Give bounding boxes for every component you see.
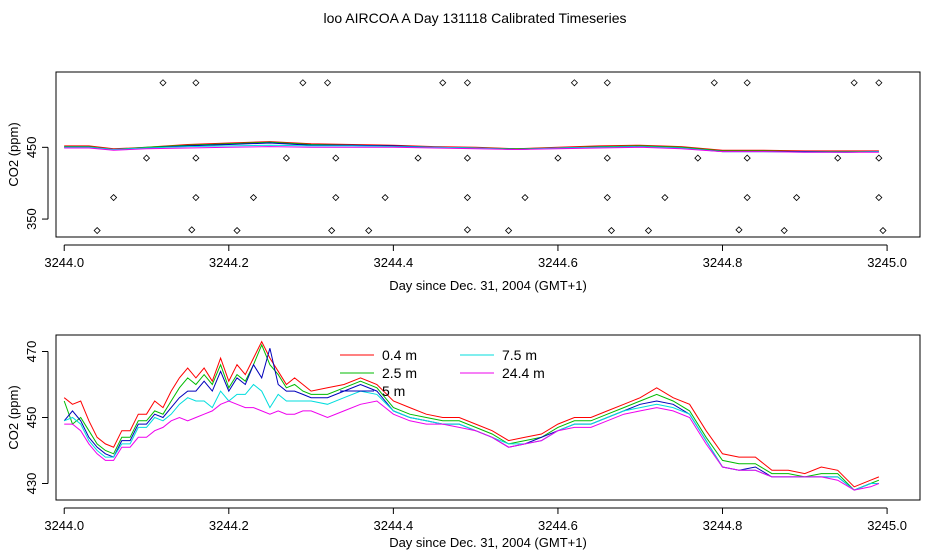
diamond-marker bbox=[414, 154, 422, 162]
y-tick-label: 450 bbox=[24, 407, 39, 429]
diamond-marker bbox=[743, 79, 751, 87]
diamond-marker bbox=[875, 154, 883, 162]
diamond-marker bbox=[743, 193, 751, 202]
y-tick-label: 350 bbox=[24, 208, 39, 230]
plot-frame-2 bbox=[55, 334, 921, 501]
diamond-marker bbox=[332, 193, 340, 202]
diamond-marker bbox=[735, 226, 743, 234]
diamond-marker bbox=[192, 193, 200, 202]
diamond-marker bbox=[110, 193, 118, 202]
y-tick-label: 450 bbox=[24, 136, 39, 158]
diamond-marker bbox=[463, 79, 471, 87]
diamond-marker bbox=[743, 154, 751, 162]
diamond-marker bbox=[603, 79, 611, 87]
diamond-marker bbox=[299, 79, 307, 87]
diamond-marker bbox=[463, 193, 471, 202]
x-tick-label: 3244.4 bbox=[373, 255, 413, 270]
x-tick-label: 3244.6 bbox=[538, 255, 578, 270]
diamond-marker bbox=[875, 79, 883, 87]
diamond-marker bbox=[323, 79, 332, 87]
series-line-2-5-m bbox=[63, 343, 880, 491]
diamond-marker bbox=[142, 154, 151, 162]
diamond-marker bbox=[710, 79, 718, 87]
plot-frame-1 bbox=[55, 71, 921, 238]
y-axis-label: CO2 (ppm) bbox=[6, 385, 21, 449]
x-axis-label: Day since Dec. 31, 2004 (GMT+1) bbox=[389, 278, 587, 293]
legend-label: 2.5 m bbox=[382, 365, 417, 381]
legend-label: 5 m bbox=[382, 383, 405, 399]
diamond-marker bbox=[521, 193, 529, 202]
series-line-7-5-m bbox=[64, 383, 879, 491]
diamond-marker bbox=[93, 226, 101, 235]
legend-label: 24.4 m bbox=[502, 365, 545, 381]
x-tick-label: 3245.0 bbox=[867, 518, 907, 533]
diamond-marker bbox=[554, 154, 562, 162]
x-tick-label: 3244.2 bbox=[209, 255, 249, 270]
diamond-marker bbox=[381, 193, 389, 202]
diamond-marker bbox=[463, 226, 471, 234]
x-axis-label: Day since Dec. 31, 2004 (GMT+1) bbox=[389, 535, 587, 550]
page-title: loo AIRCOA A Day 131118 Calibrated Times… bbox=[323, 10, 627, 26]
diamond-marker bbox=[439, 79, 447, 87]
y-tick-label: 470 bbox=[24, 341, 39, 363]
diamond-marker bbox=[159, 79, 167, 87]
diamond-marker bbox=[780, 226, 788, 235]
y-tick-label: 430 bbox=[24, 473, 39, 495]
diamond-marker bbox=[661, 193, 669, 202]
x-tick-label: 3244.8 bbox=[703, 255, 743, 270]
diamond-marker bbox=[607, 226, 615, 235]
x-tick-label: 3244.0 bbox=[44, 255, 84, 270]
legend-label: 7.5 m bbox=[502, 347, 537, 363]
diamond-marker bbox=[505, 226, 513, 235]
diamond-marker bbox=[875, 193, 883, 202]
diamond-marker bbox=[694, 154, 702, 162]
series-line-24-4-m bbox=[64, 400, 880, 491]
x-tick-label: 3244.6 bbox=[538, 518, 578, 533]
diamond-marker bbox=[332, 154, 340, 162]
diamond-marker bbox=[463, 154, 471, 162]
series-line-0-4-m bbox=[63, 340, 880, 488]
x-tick-label: 3245.0 bbox=[867, 255, 907, 270]
diamond-marker bbox=[233, 226, 241, 235]
diamond-marker bbox=[879, 226, 887, 235]
diamond-marker bbox=[192, 154, 200, 162]
diamond-marker bbox=[282, 154, 290, 162]
x-tick-label: 3244.2 bbox=[209, 518, 249, 533]
diamond-marker bbox=[793, 193, 801, 202]
x-tick-label: 3244.4 bbox=[373, 518, 413, 533]
diamond-marker bbox=[834, 154, 842, 162]
y-axis-label: CO2 (ppm) bbox=[6, 122, 21, 186]
series-line-5 bbox=[64, 146, 879, 153]
diamond-marker bbox=[603, 193, 611, 202]
diamond-marker bbox=[249, 193, 258, 202]
diamond-marker bbox=[644, 226, 653, 235]
diamond-marker bbox=[188, 226, 196, 234]
x-tick-label: 3244.0 bbox=[44, 518, 84, 533]
x-tick-label: 3244.8 bbox=[703, 518, 743, 533]
diamond-marker bbox=[850, 79, 858, 87]
diamond-marker bbox=[365, 226, 373, 235]
diamond-marker bbox=[328, 226, 336, 235]
diamond-marker bbox=[192, 79, 200, 87]
legend-label: 0.4 m bbox=[382, 347, 417, 363]
diamond-marker bbox=[570, 79, 578, 87]
diamond-marker bbox=[603, 154, 611, 162]
